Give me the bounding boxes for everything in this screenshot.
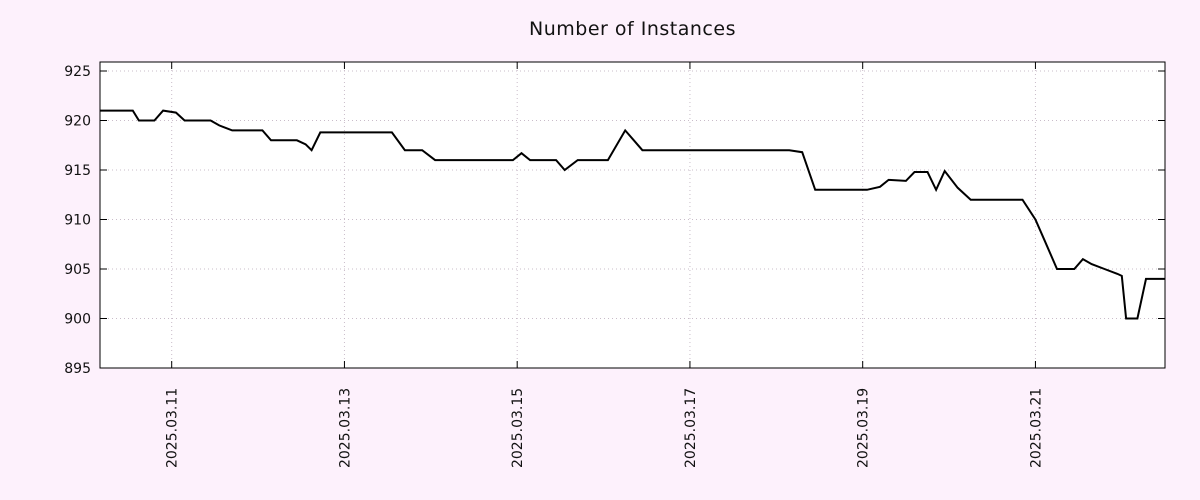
y-tick-label: 915 [64,163,91,179]
x-tick-label: 2025.03.11 [165,388,181,468]
x-tick-label: 2025.03.17 [683,388,699,468]
y-tick-label: 925 [64,64,91,80]
x-tick-label: 2025.03.21 [1028,388,1044,468]
x-tick-label: 2025.03.13 [337,388,353,468]
y-tick-label: 920 [64,114,91,130]
plot-area [100,62,1165,368]
y-tick-label: 905 [64,262,91,278]
plot-border [99,61,1166,369]
chart-title: Number of Instances [529,18,736,40]
x-tick-label: 2025.03.19 [856,388,872,468]
y-tick-label: 910 [64,213,91,229]
y-tick-label: 895 [64,361,91,377]
data-line-instances [100,109,1165,320]
y-tick-label: 900 [64,312,91,328]
x-tick-label: 2025.03.15 [510,388,526,468]
